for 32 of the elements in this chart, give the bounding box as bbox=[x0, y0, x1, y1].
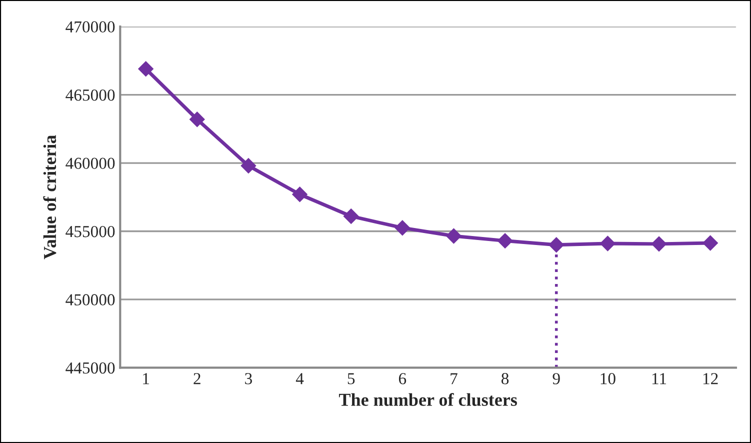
x-tick-label: 2 bbox=[194, 373, 200, 384]
x-tick-label: 9 bbox=[552, 373, 560, 384]
x-tick-label: 10 bbox=[600, 373, 616, 384]
point bbox=[292, 186, 308, 202]
point bbox=[497, 233, 513, 248]
y-tick-label: 450000 bbox=[66, 294, 115, 306]
point bbox=[138, 61, 154, 76]
y-tick-label: 445000 bbox=[66, 362, 115, 374]
x-axis-title: The number of clusters bbox=[338, 393, 517, 406]
point bbox=[344, 208, 359, 224]
point bbox=[240, 158, 256, 174]
x-tick-label: 6 bbox=[398, 373, 406, 384]
x-tick-label: 11 bbox=[652, 373, 666, 384]
y-tick-label: 460000 bbox=[66, 158, 115, 169]
point bbox=[651, 236, 667, 252]
x-tick-label: 1 bbox=[143, 373, 149, 384]
point bbox=[446, 228, 462, 244]
point bbox=[190, 112, 205, 127]
y-tick-label: 470000 bbox=[66, 21, 115, 33]
point bbox=[600, 236, 616, 252]
x-tick-label: 7 bbox=[450, 373, 458, 384]
point bbox=[394, 220, 410, 236]
point bbox=[548, 237, 564, 252]
point bbox=[702, 235, 718, 251]
x-tick-label: 4 bbox=[296, 373, 304, 384]
x-tick-label: 3 bbox=[245, 373, 252, 384]
y-axis-title: Value of criteria bbox=[43, 135, 56, 260]
y-tick-label: 455000 bbox=[66, 226, 115, 238]
x-tick-label: 12 bbox=[703, 373, 718, 384]
x-tick-label: 5 bbox=[348, 373, 355, 384]
x-tick-label: 8 bbox=[502, 373, 509, 384]
y-tick-label: 465000 bbox=[66, 90, 115, 101]
